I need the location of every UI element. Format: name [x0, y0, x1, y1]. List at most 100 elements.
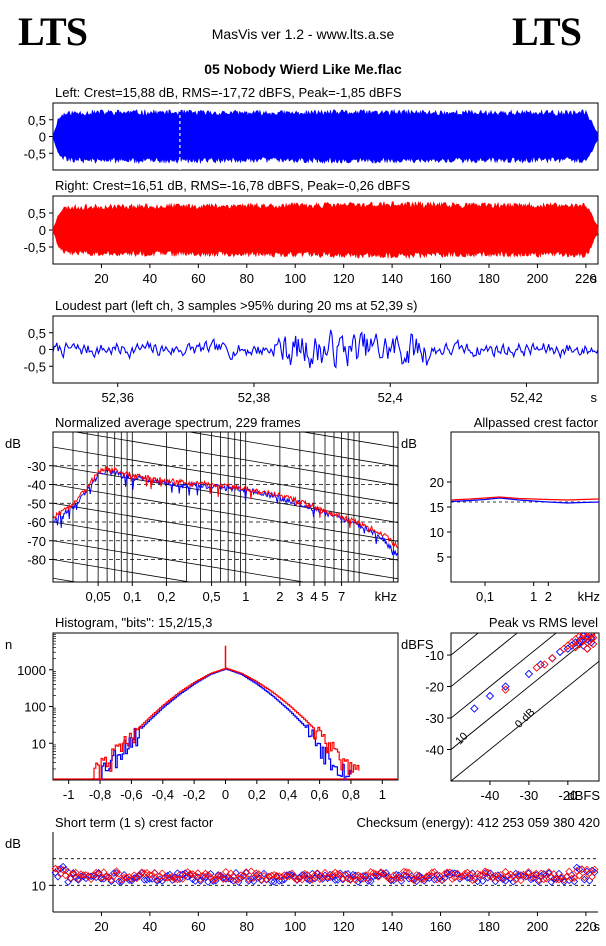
- short_term_crest-point-1: [99, 868, 108, 877]
- peak_vs_rms-crest-line: [451, 633, 596, 751]
- histogram-ylabel: n: [5, 637, 12, 652]
- normalized_spectrum-slope-line: [53, 446, 398, 505]
- short_term_crest-point-1: [455, 872, 464, 881]
- histogram-xtick-label: 0,8: [342, 787, 360, 802]
- short_term_crest-point-1: [438, 876, 446, 884]
- loudest_part-xtick-label: 52,4: [378, 390, 403, 405]
- normalized_spectrum-ytick-label: -50: [27, 496, 46, 511]
- allpassed_crest-xtick-label: 1: [530, 589, 537, 604]
- normalized_spectrum-slope-line: [53, 540, 306, 582]
- normalized_spectrum-ylabel: dB: [5, 436, 21, 451]
- peak_vs_rms-xtick-label: -30: [519, 788, 538, 803]
- short_term_crest-point-1: [489, 874, 497, 882]
- normalized_spectrum-slope-line: [300, 432, 398, 448]
- short_term_crest-point-1: [534, 875, 543, 884]
- short_term_crest-xtick-label: 220: [575, 919, 597, 934]
- normalized_spectrum-xtick-label: 0,05: [85, 589, 110, 604]
- normalized_spectrum-xtick-label: 5: [321, 589, 328, 604]
- short_term_crest-point-1: [283, 872, 291, 881]
- short_term_crest-point-1: [555, 875, 563, 884]
- short_term_crest-point-0: [313, 869, 322, 878]
- short_term_crest-point-1: [277, 873, 286, 881]
- short_term_crest-point-1: [557, 873, 566, 881]
- short_term_crest-point-1: [364, 874, 373, 883]
- normalized_spectrum-slope-line: [53, 502, 398, 561]
- short_term_crest-title: Short term (1 s) crest factor: [55, 815, 214, 830]
- short_term_crest-point-0: [178, 870, 187, 879]
- normalized_spectrum-slope-line: [53, 465, 398, 523]
- short_term_crest-point-1: [578, 865, 586, 873]
- short_term_crest-point-1: [410, 876, 418, 885]
- short_term_crest-point-0: [260, 869, 268, 878]
- normalized_spectrum-plot: [53, 432, 398, 582]
- short_term_crest-point-0: [466, 874, 474, 883]
- right_waveform-ytick-label: 0: [39, 223, 46, 238]
- normalized_spectrum-xtick-label: 3: [296, 589, 303, 604]
- short_term_crest-point-1: [511, 875, 520, 884]
- loudest_part-title: Loudest part (left ch, 3 samples >95% du…: [55, 298, 417, 313]
- short_term_crest-xtick-label: 40: [143, 919, 157, 934]
- short_term_crest-point-0: [394, 871, 403, 880]
- right_waveform-xtick-label: 200: [527, 271, 549, 286]
- short_term_crest-point-1: [249, 874, 258, 882]
- histogram-ytick-label: 100: [24, 700, 46, 715]
- short_term_crest-point-1: [499, 874, 507, 882]
- short_term_crest-point-1: [84, 872, 93, 880]
- short_term_crest-xtick-label: 60: [191, 919, 205, 934]
- peak_vs_rms-point-0: [470, 704, 479, 713]
- normalized_spectrum-series-1: [53, 464, 398, 549]
- normalized_spectrum-slope-line: [53, 484, 398, 542]
- right_waveform-xtick-label: 120: [333, 271, 355, 286]
- short_term_crest-point-1: [463, 868, 472, 877]
- peak_vs_rms-ytick-label: -10: [425, 648, 444, 663]
- short_term_crest-point-0: [534, 877, 543, 886]
- allpassed_crest-series-1: [450, 496, 600, 501]
- right_waveform-xtick-label: 140: [381, 271, 403, 286]
- loudest_part-xtick-label: 52,38: [238, 390, 271, 405]
- peak_vs_rms-point-1: [583, 644, 592, 653]
- loudest_part-xunit: s: [591, 390, 598, 405]
- right_waveform-xtick-label: 40: [143, 271, 157, 286]
- left_waveform-ytick-label: 0: [39, 130, 46, 145]
- short_term_crest-point-1: [89, 871, 98, 879]
- short_term_crest-xtick-label: 160: [430, 919, 452, 934]
- short_term_crest-point-0: [580, 875, 589, 884]
- short_term_crest-point-0: [430, 875, 439, 884]
- peak_vs_rms-xlabel: dBFS: [567, 788, 600, 803]
- right_waveform-xtick-label: 160: [430, 271, 452, 286]
- short_term_crest-point-1: [260, 872, 268, 880]
- short_term_crest-point-1: [194, 869, 202, 877]
- peak_vs_rms-crest-line: [451, 660, 599, 781]
- short_term_crest-xtick-label: 180: [478, 919, 500, 934]
- histogram-ytick-label: 1000: [17, 663, 46, 678]
- loudest_part-ytick-label: 0,5: [28, 326, 46, 341]
- short_term_crest-point-1: [560, 875, 568, 884]
- short_term_crest-point-0: [244, 877, 253, 885]
- short_term_crest-point-0: [499, 875, 507, 884]
- short_term_crest-point-1: [117, 876, 126, 884]
- lts-logo-right: LTS: [512, 9, 582, 54]
- histogram-xtick-label: -0,8: [89, 787, 111, 802]
- short_term_crest-point-1: [588, 873, 596, 881]
- short_term_crest-xtick-label: 20: [94, 919, 108, 934]
- normalized_spectrum-xtick-label: 7: [338, 589, 345, 604]
- peak_vs_rms-point-1: [587, 633, 596, 639]
- peak_vs_rms-point-1: [540, 660, 549, 669]
- short_term_crest-point-0: [293, 876, 301, 884]
- normalized_spectrum-ytick-label: -60: [27, 515, 46, 530]
- right_waveform-xtick-label: 220: [575, 271, 597, 286]
- short_term_crest-point-0: [440, 874, 449, 882]
- short_term_crest-point-1: [64, 868, 72, 876]
- normalized_spectrum-slope-line: [53, 521, 398, 580]
- histogram-xtick-label: -0,2: [183, 787, 205, 802]
- short_term_crest-point-1: [471, 875, 479, 883]
- short_term_crest-point-1: [425, 871, 434, 880]
- short_term_crest-point-1: [506, 870, 515, 879]
- short_term_crest-point-1: [379, 869, 388, 878]
- allpassed_crest-ytick-label: 5: [437, 550, 444, 565]
- short_term_crest-point-1: [216, 872, 225, 880]
- short_term_crest-point-1: [496, 871, 505, 879]
- allpassed_crest-series-0: [450, 497, 600, 504]
- short_term_crest-point-0: [232, 869, 240, 877]
- histogram-xtick-label: 1: [379, 787, 386, 802]
